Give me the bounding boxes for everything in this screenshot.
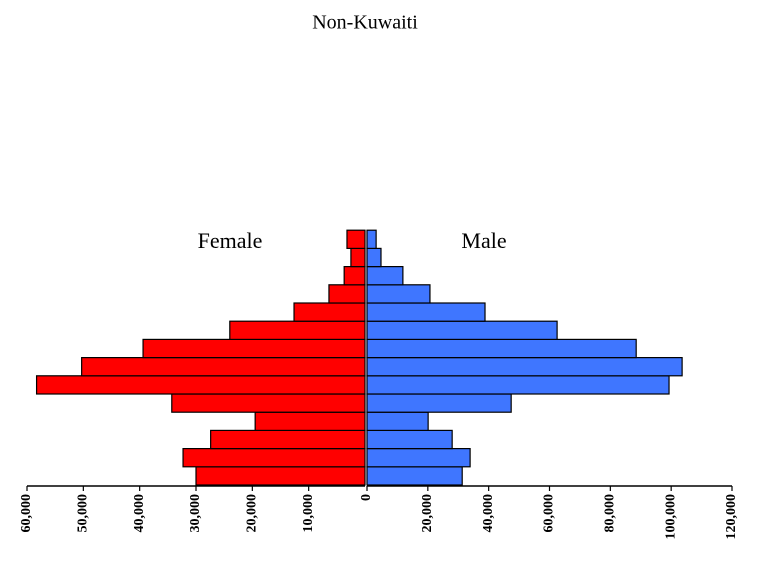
bar bbox=[35, 375, 366, 395]
x-tick-label: 120,000 bbox=[724, 494, 739, 540]
bar bbox=[171, 393, 366, 413]
bar bbox=[366, 429, 453, 450]
bar bbox=[366, 229, 377, 249]
bar bbox=[366, 266, 404, 286]
bar bbox=[254, 411, 366, 432]
x-tick-label: 20,000 bbox=[420, 494, 435, 533]
bar bbox=[328, 284, 366, 304]
bar bbox=[182, 448, 366, 468]
x-tick-label: 10,000 bbox=[301, 494, 316, 533]
bar bbox=[210, 429, 366, 450]
bar bbox=[229, 320, 366, 341]
series-label: Female bbox=[198, 228, 263, 253]
bar bbox=[81, 357, 366, 377]
bar bbox=[366, 320, 558, 341]
chart-title: Non-Kuwaiti bbox=[312, 12, 418, 34]
bar bbox=[366, 448, 471, 468]
bar bbox=[366, 466, 463, 486]
bar bbox=[343, 266, 366, 286]
x-tick-label: 100,000 bbox=[663, 494, 678, 540]
x-tick-label: 40,000 bbox=[481, 494, 496, 533]
series-label: Male bbox=[461, 228, 506, 253]
bar bbox=[293, 302, 366, 322]
bar bbox=[366, 247, 382, 268]
bar bbox=[366, 393, 512, 413]
x-tick-label: 60,000 bbox=[19, 494, 34, 533]
bar bbox=[366, 375, 670, 395]
bar bbox=[366, 302, 486, 322]
x-tick-label: 0 bbox=[359, 494, 374, 501]
x-tick-label: 40,000 bbox=[132, 494, 147, 533]
bar bbox=[195, 466, 366, 486]
bar bbox=[366, 357, 683, 377]
x-tick-label: 30,000 bbox=[188, 494, 203, 533]
bar bbox=[142, 338, 366, 359]
bar bbox=[366, 411, 429, 432]
x-tick-label: 50,000 bbox=[76, 494, 91, 533]
x-tick-label: 20,000 bbox=[245, 494, 260, 533]
bar bbox=[366, 284, 431, 304]
bar bbox=[350, 247, 366, 268]
bar bbox=[346, 229, 366, 249]
x-tick-label: 80,000 bbox=[603, 494, 618, 533]
bar bbox=[366, 338, 637, 359]
x-tick-label: 60,000 bbox=[542, 494, 557, 533]
